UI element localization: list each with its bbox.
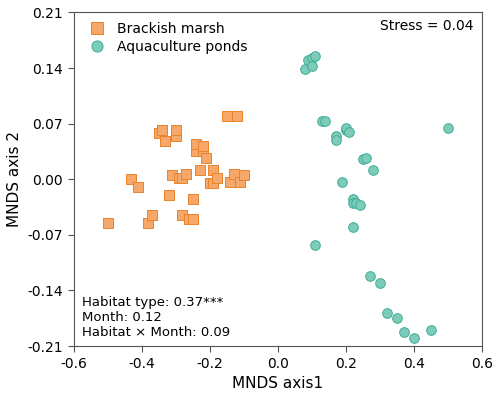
Point	[332, 133, 340, 139]
Point	[382, 310, 390, 316]
Point	[212, 174, 220, 181]
Point	[311, 53, 319, 59]
Point	[134, 184, 142, 190]
Point	[308, 55, 316, 61]
Legend: Brackish marsh, Aquaculture ponds: Brackish marsh, Aquaculture ponds	[80, 20, 250, 57]
Point	[172, 133, 179, 139]
Text: Habitat type: 0.37***
Month: 0.12
Habitat × Month: 0.09: Habitat type: 0.37*** Month: 0.12 Habita…	[82, 297, 230, 339]
Text: Stress = 0.04: Stress = 0.04	[380, 19, 474, 33]
Point	[338, 178, 346, 185]
Point	[240, 172, 248, 178]
Point	[186, 216, 194, 222]
Point	[165, 192, 173, 198]
Point	[128, 176, 136, 182]
Point	[369, 166, 377, 173]
Point	[199, 148, 207, 155]
Point	[188, 196, 196, 202]
Point	[348, 196, 356, 202]
Point	[172, 127, 179, 133]
Point	[226, 178, 234, 185]
Point	[332, 137, 340, 143]
Point	[206, 180, 214, 186]
Point	[356, 201, 364, 208]
Point	[400, 329, 408, 335]
Point	[209, 180, 217, 186]
Point	[301, 66, 309, 72]
Point	[376, 279, 384, 286]
Point	[182, 170, 190, 177]
Point	[352, 200, 360, 206]
Point	[104, 220, 112, 226]
Point	[362, 155, 370, 161]
Point	[230, 170, 237, 177]
Point	[144, 220, 152, 226]
Point	[209, 166, 217, 173]
Point	[233, 113, 241, 119]
Point	[359, 156, 367, 163]
Point	[158, 127, 166, 133]
Point	[308, 63, 316, 70]
Point	[162, 138, 170, 144]
Point	[188, 216, 196, 222]
Point	[366, 273, 374, 279]
Point	[222, 113, 230, 119]
Point	[178, 212, 186, 218]
X-axis label: MNDS axis1: MNDS axis1	[232, 376, 324, 391]
Point	[236, 178, 244, 185]
Point	[199, 143, 207, 149]
Point	[348, 200, 356, 206]
Point	[348, 224, 356, 230]
Point	[393, 315, 401, 322]
Point	[318, 118, 326, 125]
Point	[178, 174, 186, 181]
Point	[410, 335, 418, 341]
Point	[342, 125, 350, 131]
Y-axis label: MNDS axis 2: MNDS axis 2	[7, 131, 22, 227]
Point	[202, 155, 210, 161]
Point	[304, 57, 312, 63]
Point	[196, 166, 203, 173]
Point	[346, 129, 354, 135]
Point	[311, 242, 319, 248]
Point	[148, 212, 156, 218]
Point	[154, 130, 162, 137]
Point	[427, 327, 435, 334]
Point	[342, 127, 350, 133]
Point	[175, 174, 183, 181]
Point	[444, 125, 452, 131]
Point	[168, 172, 176, 178]
Point	[192, 140, 200, 147]
Point	[192, 148, 200, 155]
Point	[322, 118, 330, 125]
